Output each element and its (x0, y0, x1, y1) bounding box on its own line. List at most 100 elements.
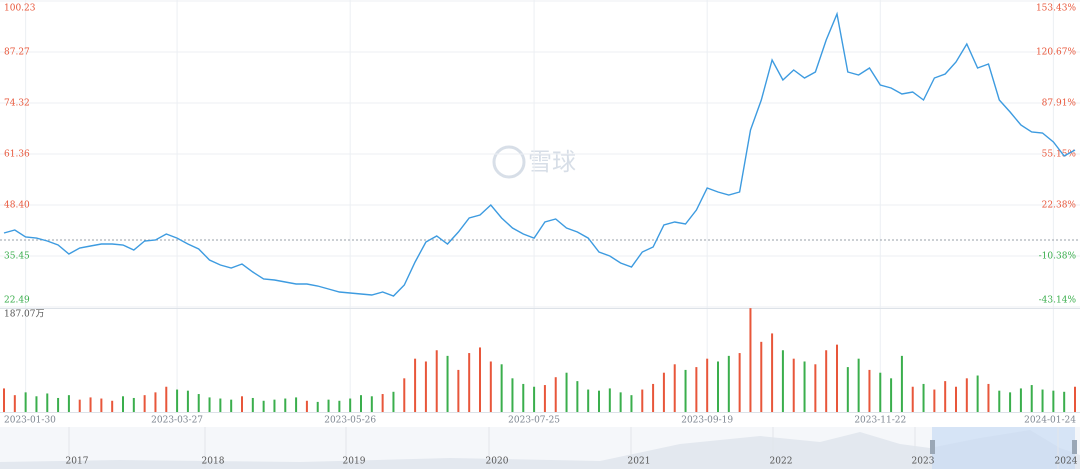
volume-bar (446, 355, 449, 412)
volume-bar (944, 381, 947, 412)
volume-bar (1063, 391, 1066, 412)
volume-bar (598, 390, 600, 412)
y2-tick-label: -10.38% (1039, 252, 1077, 262)
volume-bar (554, 377, 557, 412)
volume-bar (673, 364, 676, 412)
watermark-icon (492, 145, 526, 179)
navigator-year-label: 2022 (770, 457, 793, 467)
navigator-year-label: 2018 (202, 457, 225, 467)
volume-bar (727, 355, 730, 412)
volume-bar (738, 353, 741, 412)
volume-bar (403, 378, 406, 412)
y2-tick-label: 153.43% (1036, 4, 1076, 14)
volume-bar (295, 397, 298, 412)
y-tick-label: 48.40 (4, 201, 30, 211)
volume-bar (327, 399, 330, 412)
y2-tick-label: 87.91% (1042, 98, 1077, 108)
volume-bar (24, 392, 27, 412)
x-tick-label: 2023-09-19 (681, 416, 733, 426)
volume-bar (67, 395, 70, 412)
volume-bar (46, 393, 49, 412)
volume-bar (219, 398, 222, 412)
volume-bar (662, 372, 665, 412)
volume-bar (900, 355, 903, 412)
navigator-year-label: 2020 (486, 457, 509, 467)
volume-bar (792, 358, 795, 412)
volume-bar (1074, 386, 1076, 412)
volume-bar (922, 383, 925, 412)
volume-bar (836, 344, 838, 412)
volume-bar (305, 400, 308, 412)
navigator-year-label: 2024 (1055, 457, 1078, 467)
volume-bar (771, 333, 774, 412)
volume-bar (1019, 388, 1022, 412)
volume-bar (511, 378, 514, 412)
volume-bar (1030, 385, 1033, 412)
volume-bar (89, 397, 92, 412)
x-tick-label: 2023-01-30 (4, 416, 56, 426)
y2-tick-label: 22.38% (1042, 201, 1077, 211)
volume-bar (976, 375, 979, 412)
volume-bar (435, 350, 438, 412)
volume-bar (489, 361, 492, 412)
volume-bar (998, 390, 1001, 412)
volume-bar (111, 400, 114, 412)
volume-bar (630, 395, 633, 412)
volume-bar (652, 383, 655, 412)
volume-bar (100, 398, 103, 412)
y-tick-label: 87.27 (4, 48, 30, 58)
grid (0, 0, 1080, 412)
volume-bar (500, 364, 503, 412)
volume-bar (965, 378, 968, 412)
x-tick-label: 2023-07-25 (508, 416, 560, 426)
volume-bar (186, 390, 189, 412)
volume-bar (262, 400, 265, 412)
volume-bar (879, 372, 882, 412)
navigator-year-label: 2021 (628, 457, 651, 467)
volume-bar (565, 372, 568, 412)
navigator-year-label: 2017 (66, 457, 89, 467)
volume-bar (803, 361, 806, 412)
volume-bar (251, 397, 254, 412)
volume-bar (338, 400, 341, 412)
volume-bar (955, 386, 957, 412)
volume-bar (933, 389, 936, 412)
volume-bar (284, 398, 287, 412)
volume-bar (576, 381, 579, 412)
navigator-handle[interactable] (1072, 440, 1077, 454)
volume-bar (424, 361, 427, 412)
volume-bar (208, 397, 211, 412)
volume-bar (1009, 392, 1012, 412)
y-tick-label: 74.32 (4, 98, 30, 108)
volume-bar (857, 358, 860, 412)
watermark: 雪球 (492, 145, 576, 179)
navigator-handle[interactable] (930, 440, 935, 454)
volume-bar (684, 369, 687, 412)
price-line (3, 11, 1076, 297)
volume-bar (825, 350, 828, 412)
volume-bar (197, 394, 200, 412)
volume-bar (706, 358, 709, 412)
volume-bar (143, 395, 146, 412)
volume-bar (13, 395, 16, 412)
volume-bar (987, 383, 990, 412)
volume-bar (468, 353, 471, 412)
volume-bar (241, 396, 243, 412)
volume-bar (890, 378, 893, 412)
volume-bar (641, 389, 644, 412)
navigator (0, 427, 1080, 469)
volume-bar (392, 391, 395, 412)
volume-bar (522, 383, 525, 412)
volume-bar (479, 347, 481, 412)
volume-bar (122, 396, 124, 412)
navigator-year-label: 2019 (343, 457, 366, 467)
watermark-text: 雪球 (528, 148, 576, 176)
volume-bar (3, 388, 5, 412)
volume-bar (360, 395, 362, 412)
y-tick-label: 61.36 (4, 150, 30, 160)
navigator-selection[interactable] (932, 427, 1075, 469)
volume-bar (846, 367, 849, 412)
volume-bar (349, 398, 352, 412)
x-tick-label: 2023-11-22 (854, 416, 906, 426)
